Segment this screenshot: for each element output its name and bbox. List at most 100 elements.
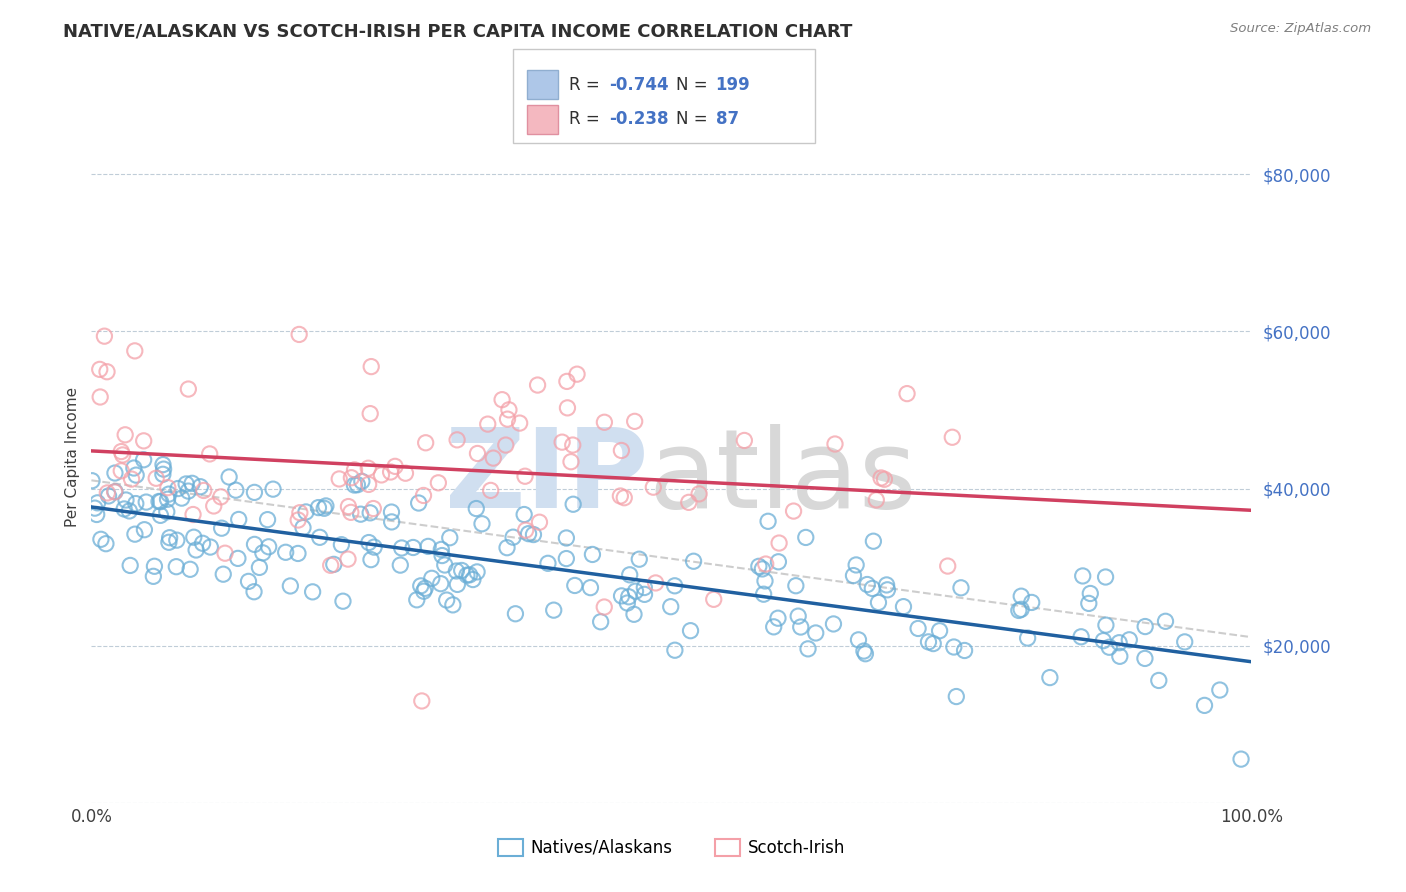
Point [679,624,702,638]
Point [581,548,603,562]
Point [262,482,284,496]
Point [755,557,778,571]
Point [589,615,612,629]
Point [225,483,247,498]
Point [561,438,583,452]
Point [703,592,725,607]
Point [678,495,700,509]
Point [97,489,120,503]
Point [562,497,585,511]
Point [86,508,108,522]
Point [1021,595,1043,609]
Point [1095,618,1118,632]
Point [617,590,640,604]
Point [152,467,174,482]
Point [125,497,148,511]
Point [96,365,118,379]
Point [363,540,385,554]
Point [907,622,929,636]
Point [94,537,117,551]
Point [409,579,432,593]
Point [619,567,641,582]
Text: N =: N = [676,76,713,94]
Text: 199: 199 [716,76,751,94]
Point [768,555,790,569]
Point [610,443,633,458]
Point [458,567,481,582]
Point [1108,649,1130,664]
Point [177,382,200,396]
Point [370,467,392,482]
Point [1133,651,1156,665]
Point [408,496,430,510]
Point [496,541,519,555]
Point [790,620,813,634]
Point [1039,671,1062,685]
Point [1094,570,1116,584]
Point [415,435,437,450]
Text: Source: ZipAtlas.com: Source: ZipAtlas.com [1230,22,1371,36]
Point [555,531,578,545]
Point [845,558,868,572]
Point [593,415,616,429]
Point [862,534,884,549]
Point [181,508,204,522]
Point [152,462,174,476]
Point [1108,636,1130,650]
Point [389,558,412,573]
Point [917,635,939,649]
Point [418,540,440,554]
Point [411,694,433,708]
Point [343,478,366,492]
Point [936,559,959,574]
Point [125,468,148,483]
Text: R =: R = [569,76,606,94]
Point [446,564,468,578]
Point [733,434,755,448]
Point [557,401,579,415]
Point [165,559,187,574]
Point [238,574,260,589]
Point [337,552,360,566]
Text: -0.744: -0.744 [609,76,668,94]
Point [495,438,517,452]
Point [517,526,540,541]
Point [177,484,200,499]
Point [394,467,416,481]
Point [391,541,413,555]
Point [349,507,371,521]
Point [89,362,111,376]
Point [110,464,132,478]
Point [110,444,132,458]
Point [121,472,143,486]
Point [1154,615,1177,629]
Point [804,626,827,640]
Point [357,535,380,549]
Point [308,530,330,544]
Point [498,402,520,417]
Point [461,573,484,587]
Point [132,452,155,467]
Text: 87: 87 [716,111,738,128]
Point [623,414,645,428]
Point [1077,596,1099,610]
Point [346,477,368,491]
Point [430,549,453,563]
Point [505,607,527,621]
Point [623,607,645,622]
Point [198,447,221,461]
Point [526,378,548,392]
Point [179,562,201,576]
Point [124,527,146,541]
Point [856,577,879,591]
Point [183,530,205,544]
Point [343,463,366,477]
Point [315,499,337,513]
Point [1070,630,1092,644]
Point [252,546,274,560]
Point [226,551,249,566]
Point [181,476,204,491]
Point [429,576,451,591]
Point [509,416,531,430]
Point [446,433,468,447]
